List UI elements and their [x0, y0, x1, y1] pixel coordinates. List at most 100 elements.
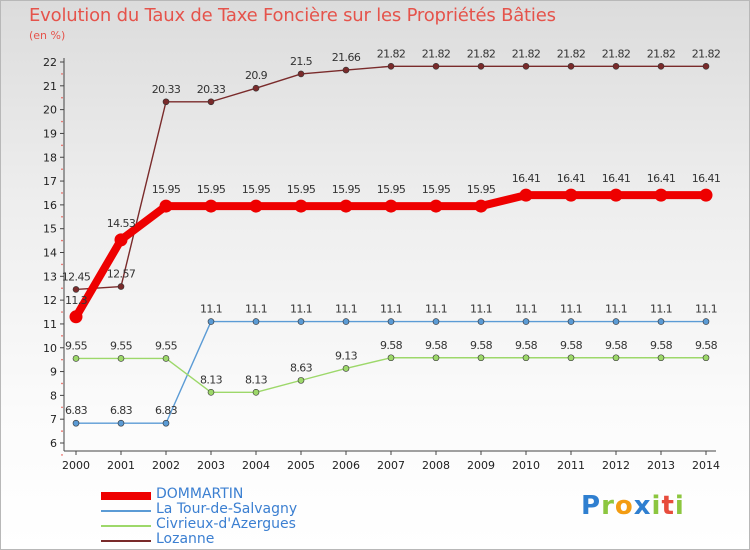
legend-label: La Tour-de-Salvagny — [156, 501, 298, 517]
logo-letter: x — [633, 491, 652, 521]
data-point-la-tour-de-salvagny — [612, 318, 620, 325]
x-tick-label: 2009 — [467, 459, 495, 472]
x-tick-label: 2006 — [332, 459, 360, 472]
data-label-civrieux-d-azergues: 9.55 — [65, 339, 88, 352]
data-point-civrieux-d-azergues — [567, 354, 575, 362]
data-point-civrieux-d-azergues — [162, 355, 170, 362]
y-tick-label: 10 — [43, 342, 57, 355]
data-label-la-tour-de-salvagny: 11.1 — [335, 303, 357, 316]
data-point-la-tour-de-salvagny — [207, 318, 215, 325]
data-label-la-tour-de-salvagny: 11.1 — [605, 303, 627, 316]
y-tick-label: 18 — [43, 151, 57, 164]
data-point-la-tour-de-salvagny — [657, 318, 665, 325]
x-tick-label: 2010 — [512, 459, 540, 472]
y-minor-tick — [61, 454, 63, 456]
data-point-lozanne — [477, 62, 485, 70]
legend-label: DOMMARTIN — [156, 486, 244, 502]
y-minor-tick — [61, 215, 63, 218]
data-label-dommartin: 15.95 — [467, 183, 496, 196]
data-label-la-tour-de-salvagny: 11.1 — [425, 303, 447, 316]
data-label-dommartin: 16.41 — [602, 172, 631, 185]
logo-letter: r — [601, 491, 615, 521]
data-point-lozanne — [702, 62, 710, 70]
data-point-la-tour-de-salvagny — [342, 318, 350, 325]
data-label-dommartin: 15.95 — [332, 183, 361, 196]
data-label-lozanne: 21.82 — [602, 47, 631, 60]
x-tick-label: 2004 — [242, 459, 270, 472]
data-point-dommartin — [429, 199, 443, 213]
data-label-civrieux-d-azergues: 9.58 — [695, 339, 718, 352]
data-point-dommartin — [204, 199, 218, 213]
y-tick-label: 14 — [43, 247, 57, 260]
data-label-la-tour-de-salvagny: 11.1 — [695, 303, 717, 316]
data-label-civrieux-d-azergues: 9.55 — [155, 339, 178, 352]
data-point-dommartin — [159, 199, 173, 213]
data-label-lozanne: 21.82 — [377, 47, 406, 60]
data-label-lozanne: 21.82 — [557, 47, 586, 60]
y-minor-tick — [61, 239, 63, 242]
x-tick-label: 2011 — [557, 459, 585, 472]
data-label-civrieux-d-azergues: 8.63 — [290, 361, 313, 374]
data-point-lozanne — [387, 62, 395, 70]
data-point-civrieux-d-azergues — [252, 388, 260, 396]
data-point-la-tour-de-salvagny — [702, 318, 710, 325]
data-point-la-tour-de-salvagny — [252, 318, 260, 325]
data-label-civrieux-d-azergues: 9.58 — [425, 339, 448, 352]
data-point-la-tour-de-salvagny — [297, 318, 305, 325]
data-label-la-tour-de-salvagny: 11.1 — [380, 303, 402, 316]
legend-label: Lozanne — [156, 531, 215, 547]
data-point-lozanne — [522, 62, 530, 70]
data-point-dommartin — [654, 188, 668, 202]
y-tick-label: 9 — [50, 366, 57, 379]
data-point-lozanne — [72, 286, 80, 293]
logo-letter: i — [651, 491, 662, 521]
data-label-lozanne: 21.82 — [692, 47, 721, 60]
data-point-la-tour-de-salvagny — [567, 318, 575, 325]
data-point-civrieux-d-azergues — [297, 377, 305, 384]
data-label-dommartin: 16.41 — [692, 172, 721, 185]
data-point-civrieux-d-azergues — [207, 388, 215, 396]
data-label-lozanne: 21.82 — [647, 47, 676, 60]
logo-letter: t — [661, 491, 675, 521]
data-label-la-tour-de-salvagny: 6.83 — [155, 404, 178, 417]
data-point-dommartin — [69, 310, 83, 324]
data-label-civrieux-d-azergues: 9.58 — [380, 339, 403, 352]
y-minor-tick — [61, 73, 63, 75]
y-minor-tick — [61, 430, 63, 432]
data-label-civrieux-d-azergues: 8.13 — [245, 373, 268, 386]
data-label-dommartin: 15.95 — [152, 183, 181, 196]
x-tick-label: 2001 — [107, 459, 135, 472]
y-tick-label: 7 — [50, 413, 57, 426]
y-minor-tick — [61, 287, 63, 290]
data-point-lozanne — [567, 62, 575, 70]
x-tick-label: 2002 — [152, 459, 180, 472]
data-label-la-tour-de-salvagny: 11.1 — [245, 303, 267, 316]
data-label-la-tour-de-salvagny: 11.1 — [515, 303, 537, 316]
data-point-la-tour-de-salvagny — [522, 318, 530, 325]
data-point-dommartin — [294, 199, 308, 213]
data-label-la-tour-de-salvagny: 11.1 — [470, 303, 492, 316]
data-label-civrieux-d-azergues: 9.58 — [515, 339, 538, 352]
x-tick-label: 2007 — [377, 459, 405, 472]
data-point-civrieux-d-azergues — [342, 365, 350, 372]
data-point-dommartin — [699, 188, 713, 202]
data-point-civrieux-d-azergues — [657, 354, 665, 362]
y-minor-tick — [61, 263, 63, 266]
logo-letter: P — [581, 491, 602, 521]
data-label-la-tour-de-salvagny: 11.1 — [200, 303, 222, 316]
y-tick-label: 15 — [43, 223, 57, 236]
data-label-lozanne: 20.9 — [245, 69, 268, 82]
data-label-lozanne: 21.82 — [467, 47, 496, 60]
y-tick-label: 19 — [43, 127, 57, 140]
legend-label: Civrieux-d'Azergues — [156, 516, 296, 532]
data-label-la-tour-de-salvagny: 11.1 — [290, 303, 312, 316]
data-label-dommartin: 16.41 — [647, 172, 676, 185]
y-minor-tick — [61, 358, 63, 361]
data-label-civrieux-d-azergues: 9.13 — [335, 349, 358, 362]
proxiti-logo: Proxiti — [581, 491, 685, 521]
data-point-la-tour-de-salvagny — [432, 318, 440, 325]
y-tick-label: 21 — [43, 80, 57, 93]
chart-title: Evolution du Taux de Taxe Foncière sur l… — [29, 5, 556, 26]
data-point-civrieux-d-azergues — [432, 354, 440, 362]
data-point-civrieux-d-azergues — [702, 354, 710, 362]
